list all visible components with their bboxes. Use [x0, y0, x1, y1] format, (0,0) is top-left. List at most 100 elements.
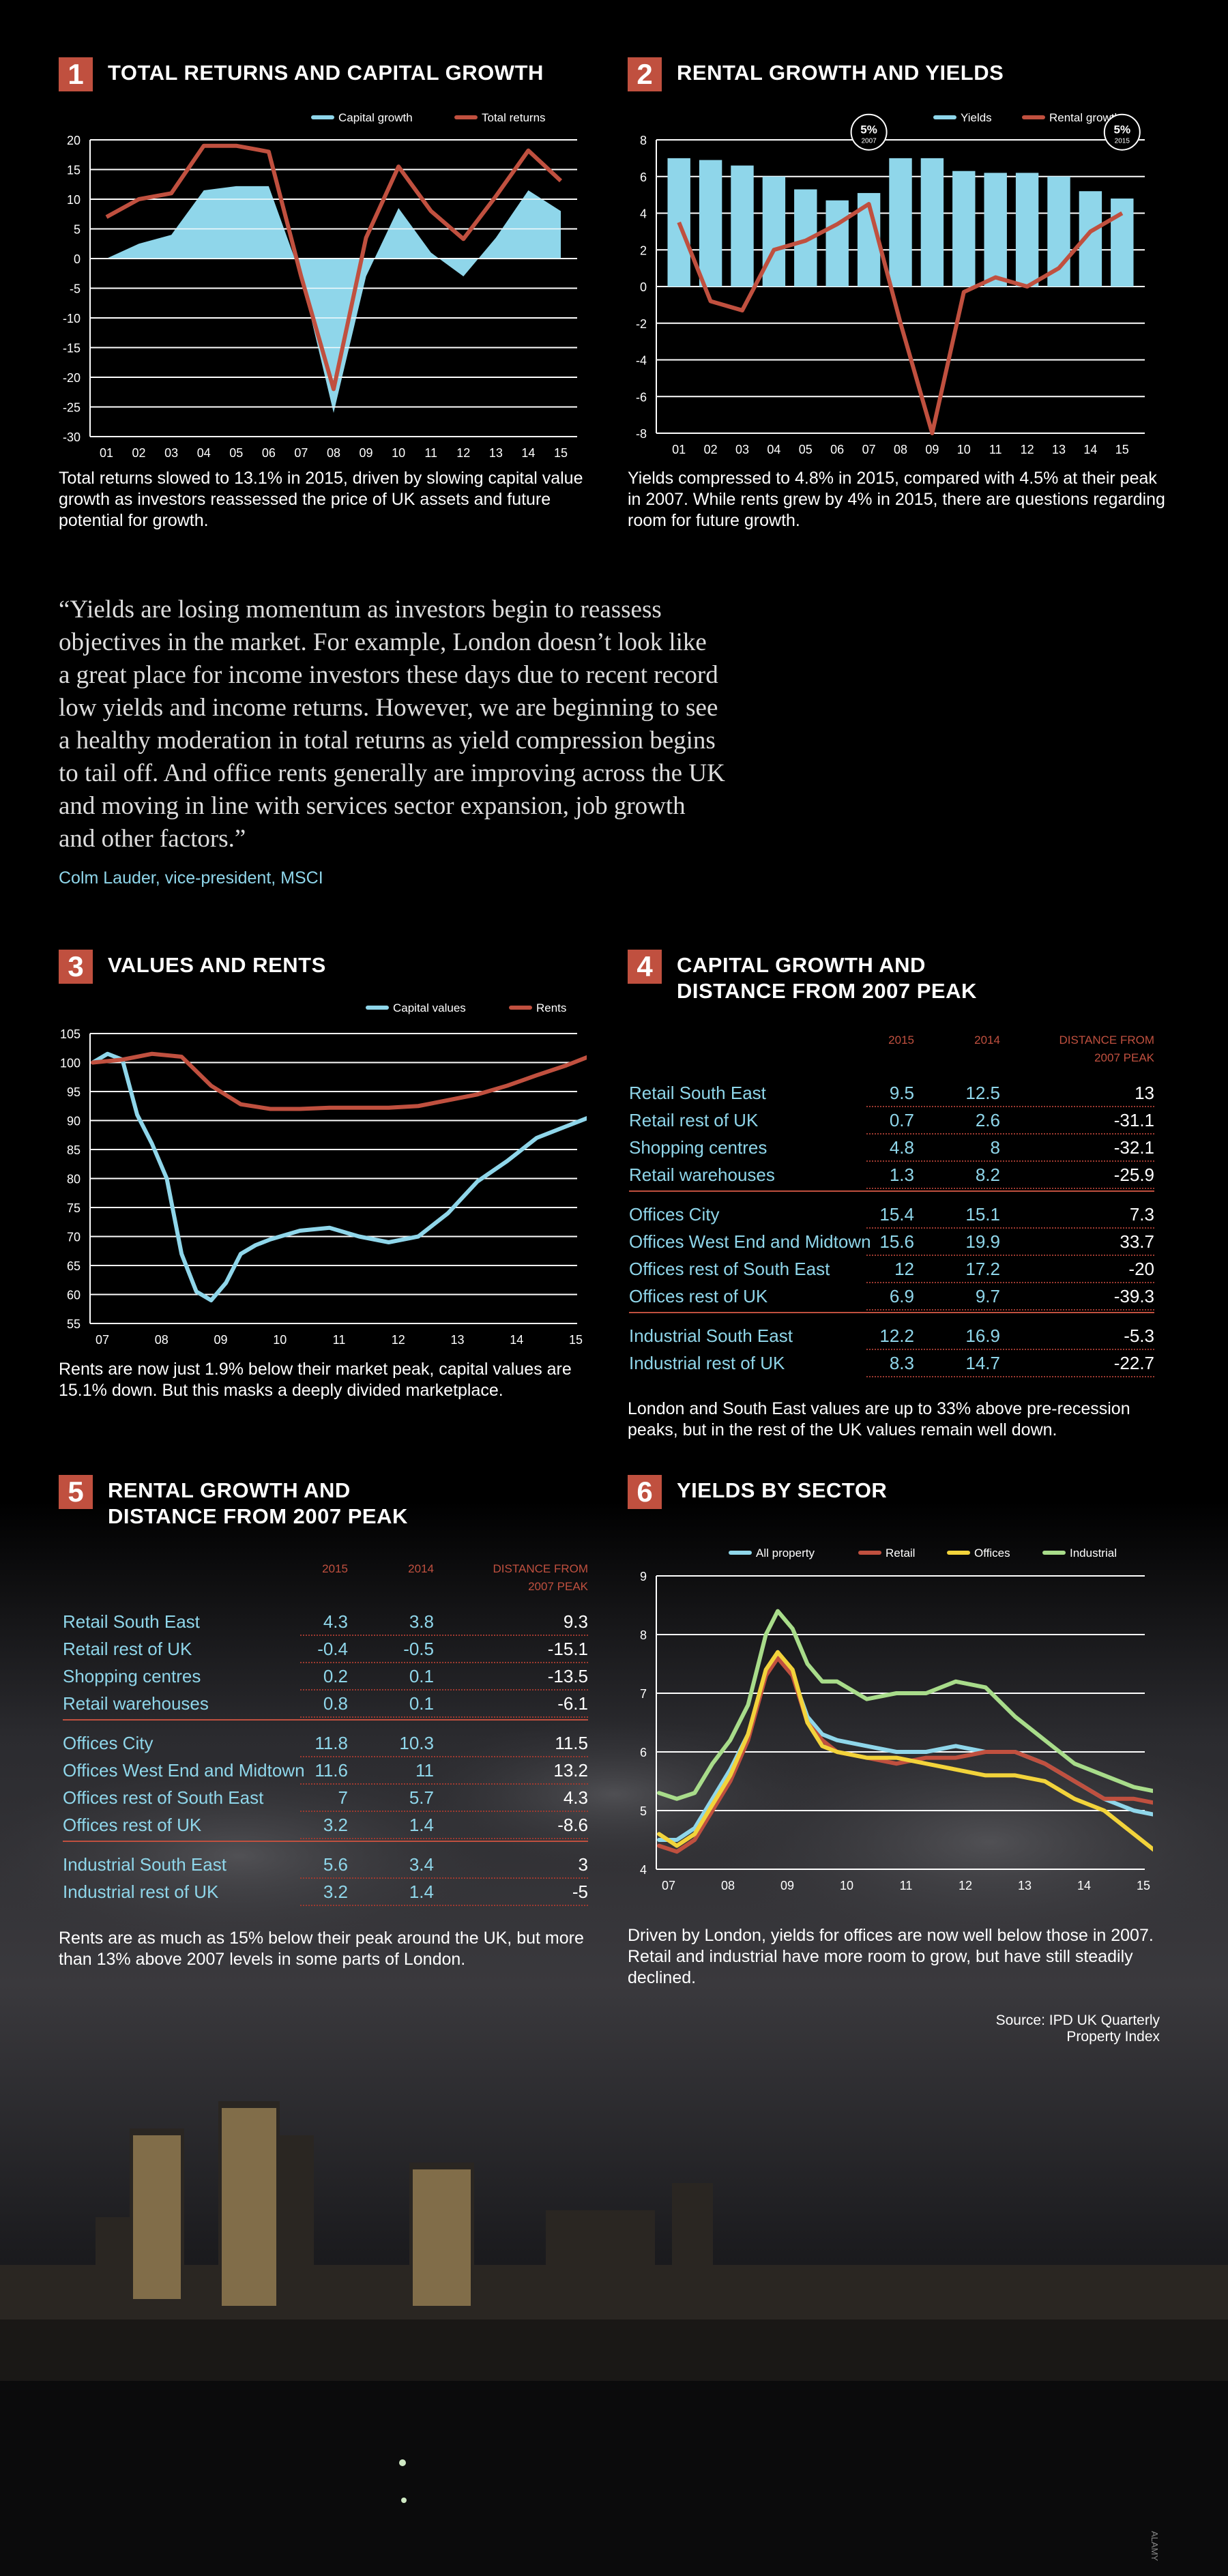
- chart-values-rents: 105 100 95 90 85 80 75 70 65 60 55 07 08 09 10 11 12 13 14…: [60, 1001, 587, 1347]
- row-value: 8: [990, 1137, 1000, 1158]
- table-row: Industrial South East 12.2 16.9 -5.3: [629, 1326, 1154, 1353]
- section-5-caption: Rents are as much as 15% below their pea…: [59, 1929, 584, 1969]
- row-label: Retail South East: [629, 1083, 766, 1103]
- group-separator: [629, 1312, 1154, 1313]
- row-value: -15.1: [547, 1639, 588, 1659]
- row-dotted-rule: [300, 1905, 588, 1906]
- x-tick-label: 07: [294, 446, 308, 460]
- x-tick-label: 09: [360, 446, 373, 460]
- x-tick-label: 08: [327, 446, 340, 460]
- row-value: 33.7: [1120, 1231, 1154, 1252]
- row-label: Offices West End and Midtown: [63, 1760, 305, 1781]
- table-rental-growth: 2015 2014 DISTANCE FROM 2007 PEAK Retail Sou…: [63, 1562, 588, 1917]
- row-value: 11.5: [555, 1733, 588, 1753]
- section-5-title-line1: RENTAL GROWTH AND: [108, 1478, 351, 1502]
- column-header: DISTANCE FROM: [1059, 1034, 1154, 1046]
- x-tick-label: 10: [273, 1333, 287, 1347]
- legend-label: All property: [756, 1547, 815, 1560]
- column-header: 2007 PEAK: [1094, 1051, 1154, 1064]
- quote-line: a healthy moderation in total returns as…: [59, 727, 716, 755]
- row-value: 3.4: [409, 1854, 434, 1875]
- column-header: 2015: [888, 1034, 914, 1046]
- row-value: 5.7: [409, 1787, 434, 1808]
- x-tick-label: 07: [862, 443, 876, 456]
- y-tick-label: -25: [63, 401, 81, 415]
- row-value: 9.5: [889, 1083, 914, 1103]
- column-header: 2014: [974, 1034, 1000, 1046]
- x-tick-label: 15: [1115, 443, 1129, 456]
- column-header: 2014: [408, 1562, 434, 1575]
- section-5-title-line2: DISTANCE FROM 2007 PEAK: [108, 1504, 408, 1528]
- quote-line: objectives in the market. For example, L…: [59, 628, 707, 656]
- row-value: 8.2: [975, 1165, 1000, 1185]
- yield-badge: [1103, 113, 1141, 151]
- x-tick-label: 13: [1052, 443, 1066, 456]
- row-label: Offices City: [629, 1204, 720, 1225]
- yield-bar: [731, 165, 754, 287]
- y-tick-label: 0: [640, 280, 647, 294]
- x-tick-label: 07: [662, 1879, 675, 1892]
- row-dotted-rule: [866, 1376, 1154, 1377]
- yield-bar: [1015, 173, 1039, 287]
- column-header: DISTANCE FROM: [493, 1562, 588, 1575]
- table-row: Industrial rest of UK 3.2 1.4 -5: [63, 1882, 588, 1909]
- y-tick-label: 2: [640, 244, 647, 257]
- row-dotted-rule: [300, 1838, 588, 1839]
- y-tick-label: 5: [74, 223, 81, 237]
- row-label: Offices rest of UK: [63, 1815, 202, 1835]
- x-tick-label: 14: [1083, 443, 1097, 456]
- y-tick-label: 10: [67, 193, 81, 207]
- row-label: Industrial South East: [63, 1854, 226, 1875]
- row-value: -25.9: [1113, 1165, 1154, 1185]
- x-tick-label: 05: [229, 446, 243, 460]
- x-tick-label: 02: [704, 443, 718, 456]
- table-row: Offices rest of UK 3.2 1.4 -8.6: [63, 1815, 588, 1842]
- y-tick-label: -6: [636, 390, 647, 404]
- x-tick-label: 14: [1077, 1879, 1091, 1892]
- row-value: 11.8: [315, 1733, 348, 1753]
- legend-label: Capital growth: [338, 111, 413, 124]
- source-note: Source: IPD UK Quarterly Property Index: [995, 2012, 1160, 2045]
- y-tick-label: -4: [636, 354, 647, 368]
- x-tick-label: 01: [100, 446, 113, 460]
- legend-swatch: [454, 115, 478, 119]
- row-label: Retail warehouses: [63, 1693, 209, 1714]
- y-tick-label: 6: [640, 1746, 647, 1759]
- row-value: -13.5: [547, 1666, 588, 1686]
- y-tick-label: -30: [63, 430, 81, 444]
- x-tick-label: 07: [96, 1333, 109, 1347]
- legend-label: Total returns: [482, 111, 546, 124]
- row-dotted-rule: [300, 1635, 588, 1636]
- row-value: -5.3: [1124, 1326, 1154, 1346]
- row-value: 2.6: [975, 1110, 1000, 1130]
- x-tick-label: 04: [767, 443, 780, 456]
- row-value: 5.6: [323, 1854, 348, 1875]
- section-4-caption: London and South East values are up to 3…: [628, 1399, 1130, 1439]
- y-tick-label: 4: [640, 1863, 647, 1877]
- x-tick-label: 10: [840, 1879, 853, 1892]
- section-6-number: 6: [628, 1475, 662, 1509]
- row-value: 3.2: [323, 1815, 348, 1835]
- group-separator: [629, 1190, 1154, 1192]
- yield-badge-value: 5%: [1114, 123, 1131, 136]
- yield-bar: [1111, 199, 1134, 287]
- row-value: 0.8: [323, 1693, 348, 1714]
- row-value: 15.6: [879, 1231, 914, 1252]
- y-tick-label: -15: [63, 342, 81, 355]
- yield-bar: [984, 173, 1007, 287]
- row-value: -20: [1128, 1259, 1154, 1279]
- row-value: -39.3: [1113, 1286, 1154, 1306]
- yield-badge-value: 5%: [860, 123, 877, 136]
- row-value: 15.4: [879, 1204, 914, 1225]
- legend-swatch: [509, 1006, 532, 1010]
- table-row: Retail warehouses 0.8 0.1 -6.1: [63, 1693, 588, 1721]
- table-row: Retail rest of UK -0.4 -0.5 -15.1: [63, 1639, 588, 1666]
- row-value: 6.9: [889, 1286, 914, 1306]
- legend-swatch: [933, 115, 956, 119]
- row-value: 0.1: [409, 1693, 434, 1714]
- quote-attribution: Colm Lauder, vice-president, MSCI: [59, 868, 323, 888]
- chart-rental-growth-yields: 8 6 4 2 0 -2 -4 -6 -8 01 02 03 04 05 06 07 08 09 10 11 12 13 1…: [636, 111, 1145, 456]
- y-tick-label: -20: [63, 371, 81, 385]
- table-row: Shopping centres 0.2 0.1 -13.5: [63, 1666, 588, 1693]
- legend-swatch: [366, 1006, 389, 1010]
